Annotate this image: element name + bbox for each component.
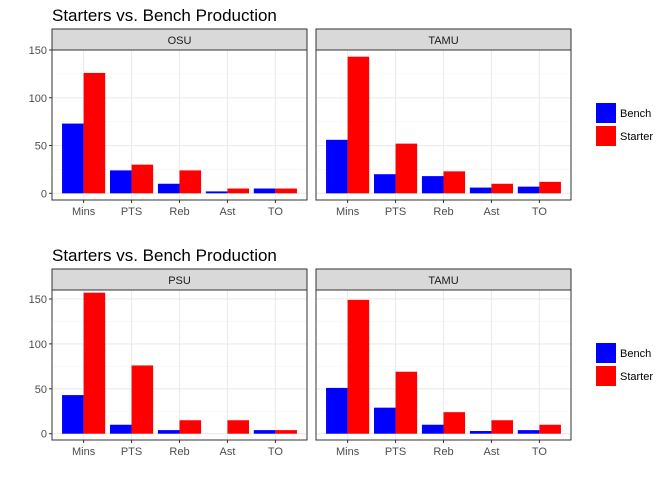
bar-starter-mins	[84, 73, 106, 193]
x-tick-label: Mins	[72, 446, 96, 458]
facet-strip-label: TAMU	[428, 275, 458, 287]
legend: Bench Starter	[596, 343, 653, 386]
bar-bench-to	[254, 189, 276, 194]
bar-starter-ast	[227, 189, 249, 194]
bar-starter-reb	[444, 171, 466, 193]
y-tick-label: 50	[35, 141, 47, 153]
x-tick-label: Reb	[433, 206, 453, 218]
bar-starter-reb	[180, 170, 202, 193]
chart-title: Starters vs. Bench Production	[52, 6, 277, 25]
facet-panel-psu: PSU Mins PTS Reb Ast TO 0 50 100 150	[29, 269, 307, 458]
y-tick-label: 0	[41, 188, 47, 200]
bar-starter-mins	[348, 300, 370, 434]
bar-starter-ast	[491, 420, 513, 433]
x-tick-label: PTS	[121, 446, 142, 458]
bar-bench-pts	[110, 170, 132, 193]
y-tick-label: 0	[41, 429, 47, 441]
bar-bench-pts	[374, 174, 396, 193]
facet-panel-tamu: TAMU Mins PTS Reb Ast TO	[316, 269, 571, 458]
legend-label-bench: Bench	[620, 348, 651, 360]
x-tick-label: TO	[268, 446, 284, 458]
bar-starter-mins	[84, 293, 106, 434]
y-tick-label: 50	[35, 384, 47, 396]
x-tick-label: Mins	[336, 206, 360, 218]
bar-starter-to	[539, 182, 561, 193]
bar-starter-ast	[491, 184, 513, 194]
bar-starter-reb	[180, 420, 202, 433]
y-tick-label: 100	[29, 339, 47, 351]
bar-bench-reb	[422, 176, 444, 193]
legend: Bench Starter	[596, 103, 653, 146]
chart-2: Starters vs. Bench Production PSU Mins PTS R…	[29, 246, 654, 458]
y-tick-label: 100	[29, 93, 47, 105]
bar-bench-mins	[326, 140, 348, 194]
legend-label-starter: Starter	[620, 371, 653, 383]
bar-bench-pts	[374, 408, 396, 434]
legend-label-starter: Starter	[620, 131, 653, 143]
x-tick-label: Ast	[219, 446, 235, 458]
bar-bench-mins	[62, 395, 84, 434]
legend-swatch-starter	[596, 366, 616, 386]
bar-starter-reb	[444, 412, 466, 434]
legend-swatch-starter	[596, 126, 616, 146]
chart-1: Starters vs. Bench Production OSU Mins PTS R…	[29, 6, 654, 218]
bar-starter-to	[539, 425, 561, 434]
bar-bench-reb	[158, 184, 180, 194]
bar-starter-pts	[132, 365, 154, 433]
bar-starter-mins	[348, 57, 370, 194]
bar-starter-to	[275, 430, 297, 434]
facet-panel-osu: OSU Mins PTS Reb Ast TO 0 50 100 150	[29, 29, 307, 218]
bar-starter-to	[275, 189, 297, 194]
x-tick-label: PTS	[121, 206, 142, 218]
x-tick-label: TO	[532, 446, 548, 458]
bar-bench-reb	[158, 430, 180, 434]
x-tick-label: Ast	[483, 206, 499, 218]
bar-bench-ast	[470, 188, 492, 194]
x-tick-label: Reb	[169, 446, 189, 458]
y-tick-label: 150	[29, 294, 47, 306]
x-tick-label: Reb	[433, 446, 453, 458]
bar-bench-to	[254, 430, 276, 434]
bar-bench-pts	[110, 425, 132, 434]
x-tick-label: Mins	[336, 446, 360, 458]
x-tick-label: Reb	[169, 206, 189, 218]
y-tick-label: 150	[29, 45, 47, 57]
bar-bench-reb	[422, 425, 444, 434]
chart-title: Starters vs. Bench Production	[52, 246, 277, 265]
bar-bench-mins	[326, 388, 348, 434]
bar-starter-pts	[396, 372, 418, 434]
facet-panel-tamu: TAMU Mins PTS Reb Ast TO	[316, 29, 571, 218]
bar-bench-to	[518, 430, 540, 434]
bar-bench-ast	[470, 431, 492, 434]
facet-strip-label: TAMU	[428, 35, 458, 47]
x-tick-label: Ast	[483, 446, 499, 458]
x-tick-label: Ast	[219, 206, 235, 218]
facet-strip-label: PSU	[168, 275, 191, 287]
bar-bench-ast	[206, 191, 228, 193]
bar-starter-pts	[396, 144, 418, 194]
facet-strip-label: OSU	[168, 35, 192, 47]
x-tick-label: Mins	[72, 206, 96, 218]
x-tick-label: PTS	[385, 206, 406, 218]
legend-swatch-bench	[596, 343, 616, 363]
bar-starter-ast	[227, 420, 249, 433]
x-tick-label: TO	[268, 206, 284, 218]
x-tick-label: PTS	[385, 446, 406, 458]
legend-swatch-bench	[596, 103, 616, 123]
x-tick-label: TO	[532, 206, 548, 218]
bar-bench-to	[518, 187, 540, 194]
legend-label-bench: Bench	[620, 108, 651, 120]
bar-bench-mins	[62, 124, 84, 194]
bar-starter-pts	[132, 165, 154, 194]
